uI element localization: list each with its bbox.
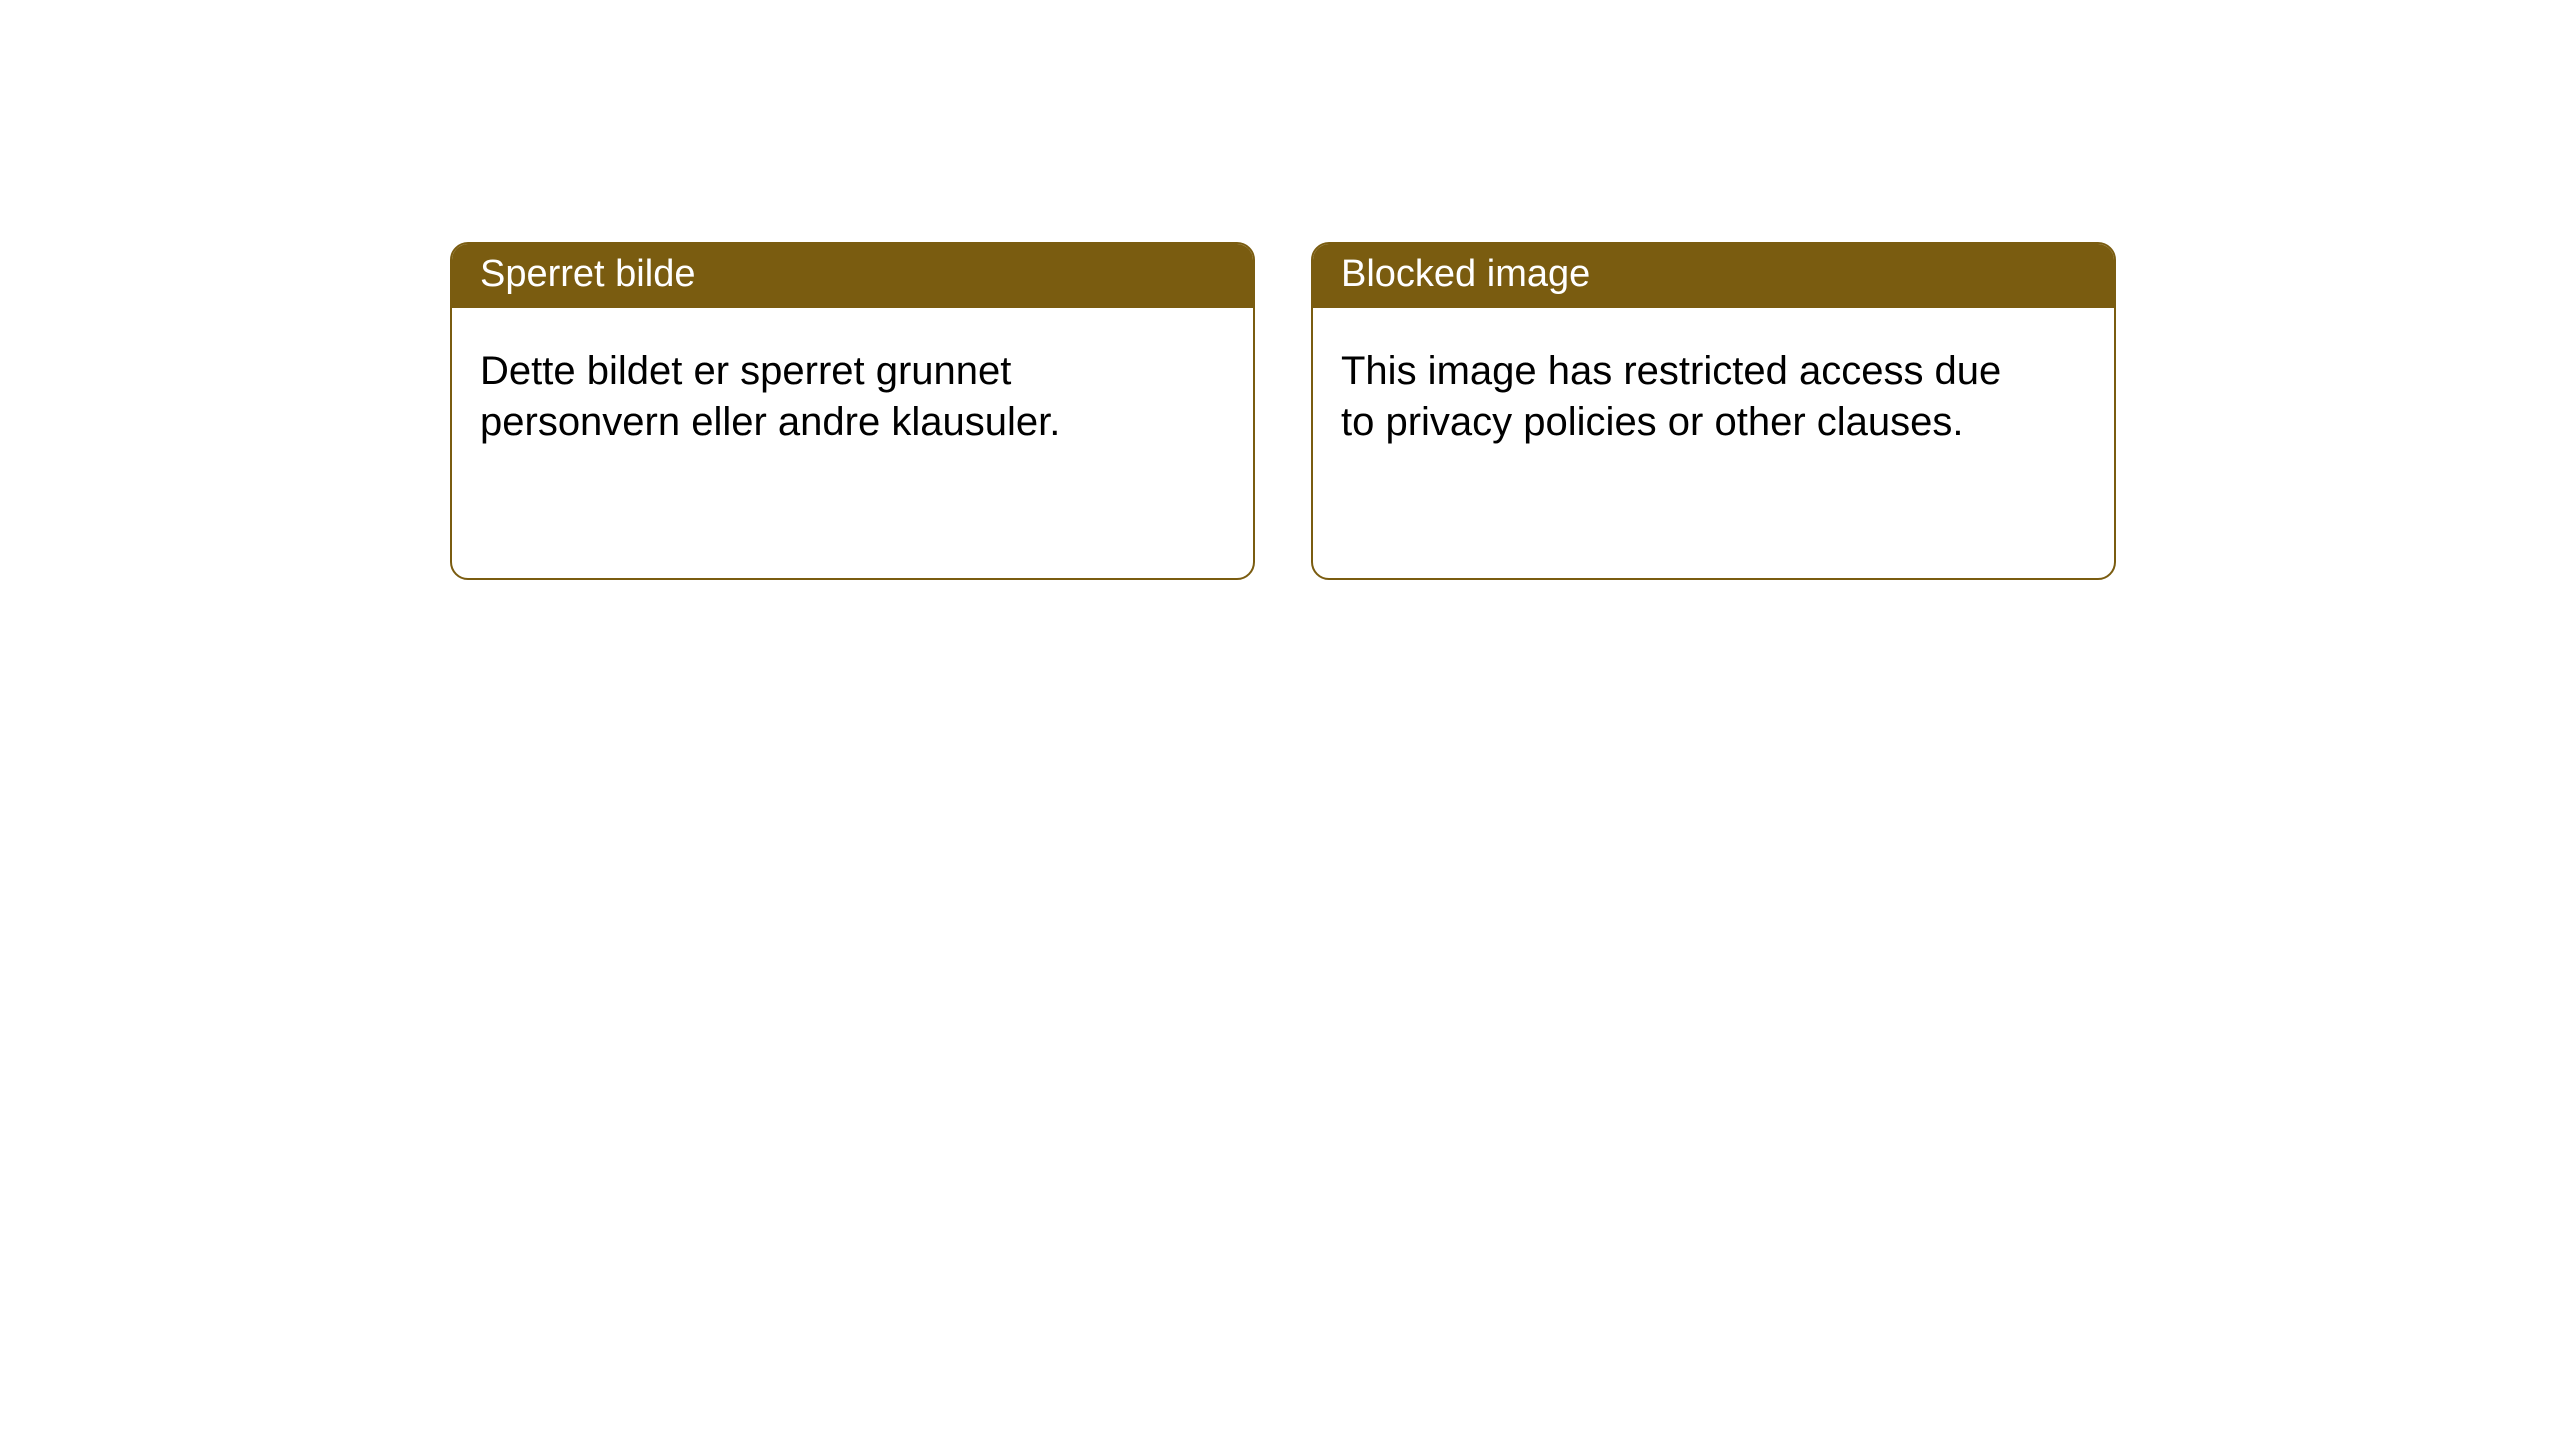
notice-header: Blocked image: [1313, 244, 2114, 308]
notice-body: This image has restricted access due to …: [1313, 308, 2114, 578]
notice-card-norwegian: Sperret bilde Dette bildet er sperret gr…: [450, 242, 1255, 580]
notice-text: Dette bildet er sperret grunnet personve…: [480, 346, 1160, 448]
notice-header: Sperret bilde: [452, 244, 1253, 308]
notice-body: Dette bildet er sperret grunnet personve…: [452, 308, 1253, 578]
notice-card-english: Blocked image This image has restricted …: [1311, 242, 2116, 580]
notice-title: Sperret bilde: [480, 253, 695, 295]
notice-text: This image has restricted access due to …: [1341, 346, 2021, 448]
notice-title: Blocked image: [1341, 253, 1590, 295]
notice-container: Sperret bilde Dette bildet er sperret gr…: [0, 0, 2560, 580]
